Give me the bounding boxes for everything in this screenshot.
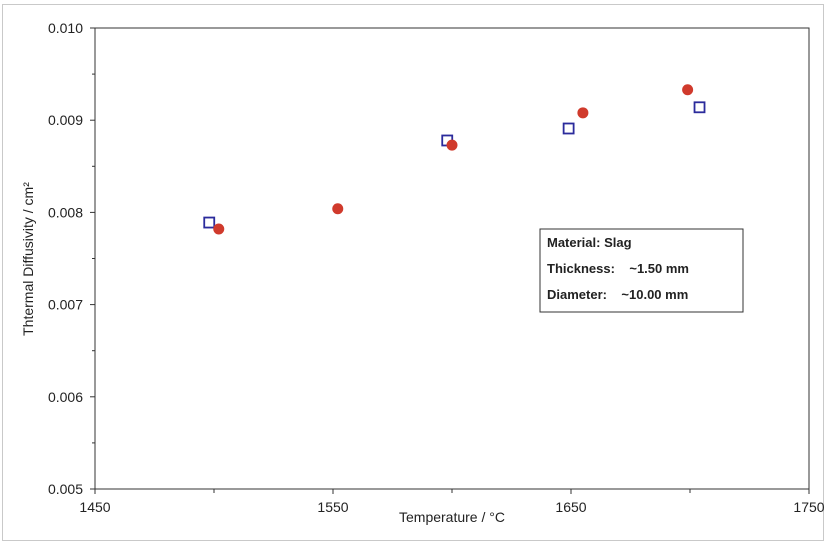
annotation-box: Material: Slag Thickness: ~1.50 mm Diame… <box>539 228 744 313</box>
y-tick-label: 0.009 <box>48 112 83 128</box>
y-tick-label: 0.007 <box>48 297 83 313</box>
data-point-square <box>562 122 575 135</box>
data-points <box>203 84 706 235</box>
data-point-circle <box>577 107 589 119</box>
y-axis-ticks: 0.005 0.006 0.007 0.008 0.009 0.010 <box>48 20 95 497</box>
annotation-thickness: Thickness: ~1.50 mm <box>547 261 689 276</box>
annotation-material: Material: Slag <box>547 235 632 250</box>
annotation-diameter: Diameter: ~10.00 mm <box>547 287 688 302</box>
x-tick-label: 1450 <box>79 499 110 515</box>
data-point-circle <box>682 84 694 96</box>
x-tick-label: 1550 <box>317 499 348 515</box>
x-axis-label: Temperature / °C <box>399 509 505 525</box>
y-tick-label: 0.008 <box>48 204 83 220</box>
y-tick-label: 0.006 <box>48 389 83 405</box>
y-tick-label: 0.010 <box>48 20 83 36</box>
data-point-circle <box>213 223 225 235</box>
y-axis-label: Thtermal Diffusivity / cm² <box>20 182 36 336</box>
x-axis-ticks: 1450 1550 1650 1750 <box>79 489 825 515</box>
data-point-circle <box>332 203 344 215</box>
x-tick-label: 1750 <box>793 499 824 515</box>
x-tick-label: 1650 <box>555 499 586 515</box>
data-point-square <box>693 101 706 114</box>
data-point-circle <box>446 139 458 151</box>
chart-frame <box>2 4 824 541</box>
y-tick-label: 0.005 <box>48 481 83 497</box>
data-point-square <box>203 216 216 229</box>
